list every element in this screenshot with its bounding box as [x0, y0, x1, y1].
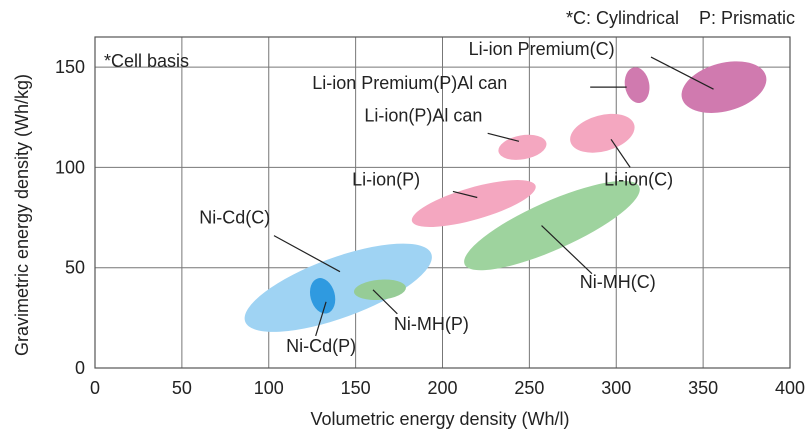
y-tick-labels: 0 50 100 150 — [55, 57, 85, 378]
leader-line-liion-p — [452, 190, 478, 199]
label-liion-prem-p: Li-ion Premium(P)Al can — [312, 73, 507, 93]
x-tick-label: 250 — [514, 378, 544, 398]
y-tick-label: 150 — [55, 57, 85, 77]
y-axis-title: Gravimetric energy density (Wh/kg) — [12, 74, 32, 356]
label-nimh-c: Ni-MH(C) — [580, 272, 656, 292]
x-tick-label: 100 — [254, 378, 284, 398]
region-liion-c — [570, 113, 635, 153]
region-liion-p — [411, 180, 536, 227]
chart-note-legend: *C: Cylindrical P: Prismatic — [566, 8, 795, 28]
x-tick-label: 300 — [601, 378, 631, 398]
label-liion-prem-c: Li-ion Premium(C) — [469, 39, 615, 59]
leader-line-nimh-p — [372, 289, 398, 315]
label-liion-c: Li-ion(C) — [604, 169, 673, 189]
region-nimh-c — [464, 180, 640, 271]
y-tick-label: 0 — [75, 358, 85, 378]
label-liion-p: Li-ion(P) — [352, 169, 420, 189]
leader-line-nicd-c — [273, 235, 341, 273]
leader-line-liion-p-al — [487, 132, 520, 142]
battery-regions — [244, 61, 767, 332]
region-liion-prem-p — [624, 67, 650, 104]
leader-line-nicd-p — [315, 301, 327, 337]
x-tick-label: 150 — [341, 378, 371, 398]
x-tick-label: 350 — [688, 378, 718, 398]
leader-line-nimh-c — [541, 225, 593, 275]
x-tick-label: 50 — [172, 378, 192, 398]
y-tick-label: 100 — [55, 157, 85, 177]
leader-line-liion-prem-c — [650, 56, 714, 90]
region-nicd-c — [244, 243, 432, 332]
leader-line-liion-c — [610, 138, 631, 168]
label-nimh-p: Ni-MH(P) — [394, 314, 469, 334]
leader-lines — [273, 56, 714, 337]
region-nicd-p — [309, 278, 336, 314]
cell-basis-note: *Cell basis — [104, 51, 189, 71]
x-tick-label: 0 — [90, 378, 100, 398]
x-tick-label: 400 — [775, 378, 805, 398]
label-liion-p-al: Li-ion(P)Al can — [364, 105, 482, 125]
region-liion-prem-c — [681, 61, 767, 113]
label-nicd-p: Ni-Cd(P) — [286, 336, 356, 356]
x-tick-label: 200 — [427, 378, 457, 398]
region-nimh-p — [353, 279, 406, 301]
region-labels: Ni-Cd(C) Ni-Cd(P) Ni-MH(P) Ni-MH(C) Li-ion(P… — [199, 39, 673, 356]
region-liion-p-al — [498, 134, 547, 160]
x-tick-labels: 0 50 100 150 200 250 300 350 400 — [90, 378, 805, 398]
plot-frame — [94, 36, 791, 369]
x-axis-title: Volumetric energy density (Wh/l) — [310, 409, 569, 429]
label-nicd-c: Ni-Cd(C) — [199, 208, 270, 228]
y-tick-label: 50 — [65, 258, 85, 278]
